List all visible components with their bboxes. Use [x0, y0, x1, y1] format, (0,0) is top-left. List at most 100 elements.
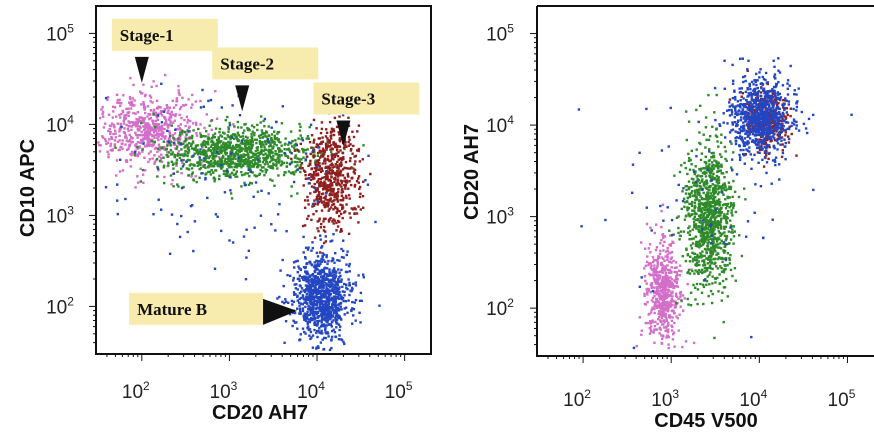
data-point: [164, 120, 168, 124]
data-point: [338, 334, 341, 337]
data-point: [136, 111, 140, 114]
data-point: [205, 160, 208, 163]
data-point: [229, 157, 233, 160]
data-point: [263, 157, 267, 160]
data-point: [298, 297, 301, 301]
data-point: [152, 213, 155, 216]
data-point: [722, 257, 725, 260]
data-point: [740, 254, 744, 258]
data-point: [146, 115, 149, 118]
data-point: [352, 170, 355, 174]
data-point: [167, 109, 170, 112]
data-point: [138, 129, 141, 132]
data-point: [276, 139, 279, 142]
data-point: [178, 134, 182, 137]
data-point: [339, 325, 342, 328]
data-point: [723, 213, 726, 216]
data-point: [136, 145, 139, 149]
data-point: [309, 303, 312, 306]
data-point: [296, 307, 299, 310]
data-point: [697, 209, 700, 212]
data-point: [264, 148, 268, 151]
data-point: [299, 268, 302, 271]
data-point: [737, 195, 741, 199]
data-point: [667, 321, 670, 324]
data-point: [199, 123, 202, 126]
data-point: [256, 128, 259, 132]
data-point: [694, 243, 698, 246]
data-point: [320, 222, 323, 226]
data-point: [347, 264, 351, 268]
data-point: [726, 217, 729, 220]
data-point: [206, 140, 210, 143]
data-point: [338, 133, 341, 136]
data-point: [334, 275, 338, 278]
data-point: [241, 135, 244, 138]
data-point: [671, 325, 674, 329]
data-point: [156, 150, 159, 153]
data-point: [146, 105, 150, 108]
data-point: [698, 206, 701, 210]
data-point: [143, 117, 146, 120]
data-point: [704, 240, 707, 243]
data-point: [131, 121, 134, 124]
data-point: [710, 177, 713, 180]
data-point: [313, 202, 317, 205]
data-point: [690, 268, 693, 271]
data-point: [161, 146, 164, 150]
data-point: [329, 318, 332, 321]
data-point: [301, 309, 305, 312]
data-point: [308, 125, 311, 129]
data-point: [663, 312, 666, 315]
data-point: [122, 110, 125, 114]
data-point: [161, 110, 164, 113]
data-point: [294, 287, 298, 290]
data-point: [335, 314, 338, 317]
data-point: [675, 274, 678, 278]
data-point: [722, 320, 725, 324]
data-point: [719, 211, 723, 215]
data-point: [328, 272, 331, 275]
data-point: [203, 143, 207, 147]
data-point: [173, 155, 176, 158]
data-point: [693, 272, 696, 275]
data-point: [696, 263, 700, 267]
data-point: [339, 149, 342, 152]
data-point: [319, 297, 322, 301]
data-point: [322, 192, 325, 195]
data-point: [271, 139, 274, 142]
data-point: [358, 299, 362, 303]
data-point: [313, 265, 316, 269]
data-point: [337, 151, 340, 154]
data-point: [660, 261, 663, 265]
data-point: [339, 158, 342, 161]
data-point: [255, 147, 258, 150]
data-point: [307, 282, 310, 285]
data-point: [724, 245, 727, 248]
data-point: [348, 281, 351, 285]
data-point: [316, 323, 319, 326]
data-point: [301, 224, 305, 228]
data-point: [294, 139, 297, 142]
data-point: [224, 170, 227, 173]
data-point: [204, 154, 207, 157]
data-point: [708, 273, 711, 277]
data-point: [188, 159, 191, 162]
data-point: [317, 159, 321, 162]
data-point: [644, 279, 647, 283]
data-point: [287, 170, 291, 173]
data-point: [320, 300, 324, 303]
data-point: [733, 230, 736, 233]
data-point: [318, 301, 321, 304]
data-point: [248, 174, 251, 178]
data-point: [104, 122, 107, 125]
data-point: [711, 175, 714, 178]
data-point: [350, 309, 353, 313]
annotation-label: Stage-3: [321, 89, 375, 108]
data-point: [700, 226, 703, 230]
data-point: [706, 230, 709, 233]
data-point: [702, 214, 705, 217]
data-point: [330, 285, 333, 288]
data-point: [318, 269, 322, 272]
